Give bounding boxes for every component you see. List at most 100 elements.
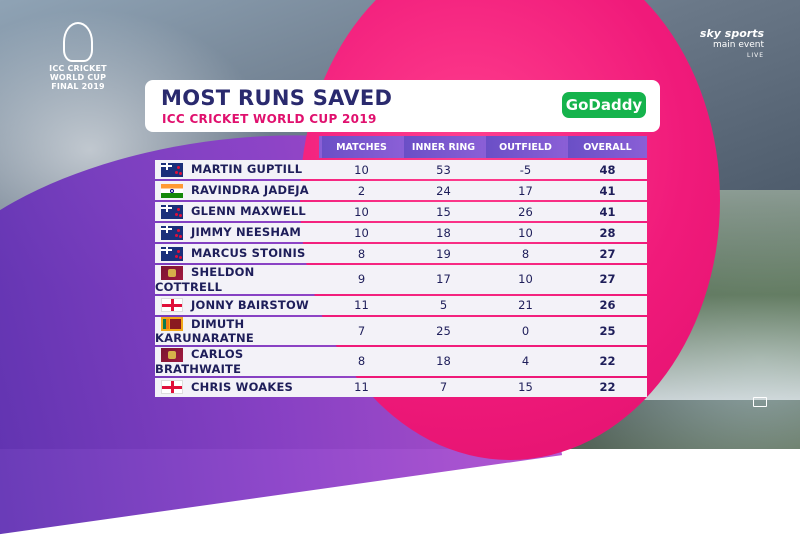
table-row: GLENN MAXWELL 10 15 26 41 [155, 202, 647, 221]
outfield-value: 17 [518, 183, 533, 198]
overall-value-cell: 48 [565, 160, 647, 179]
table-row: CARLOS BRATHWAITE 8 18 4 22 [155, 347, 647, 376]
new-zealand-flag-icon [161, 246, 183, 261]
player-name: JIMMY NEESHAM [191, 225, 301, 240]
player-name: GLENN MAXWELL [191, 204, 306, 219]
player-name: RAVINDRA JADEJA [191, 183, 309, 198]
outfield-value-cell: 4 [483, 347, 565, 376]
logo-line-1: ICC CRICKET [49, 64, 107, 73]
matches-value-cell: 10 [319, 202, 401, 221]
table-row: MARTIN GUPTILL 10 53 -5 48 [155, 160, 647, 179]
player-column-header [155, 136, 319, 158]
outfield-value: 8 [521, 246, 530, 261]
new-zealand-flag-icon [161, 204, 183, 219]
sri-lanka-flag-icon [161, 317, 183, 331]
overall-value-cell: 27 [565, 244, 647, 263]
logo-line-3: FINAL 2019 [51, 82, 105, 91]
outfield-value-cell: 0 [483, 316, 565, 345]
player-name: SHELDON COTTRELL [155, 265, 255, 294]
player-name: CARLOS BRATHWAITE [155, 347, 244, 376]
player-name: MARTIN GUPTILL [191, 162, 303, 177]
matches-value: 10 [354, 204, 369, 219]
inner-ring-value: 53 [436, 162, 451, 177]
table-row: SHELDON COTTRELL 9 17 10 27 [155, 265, 647, 294]
graphic-subtitle: ICC CRICKET WORLD CUP 2019 [162, 112, 377, 126]
inner-ring-value-cell: 15 [401, 202, 483, 221]
inner-ring-value: 18 [436, 354, 451, 369]
matches-value-cell: 7 [319, 316, 401, 345]
column-header-inner-ring: INNER RING [401, 136, 483, 158]
player-name-cell: CHRIS WOAKES [155, 377, 319, 397]
overall-value: 48 [599, 162, 616, 177]
player-name-cell: CARLOS BRATHWAITE [155, 347, 319, 376]
table-row: JIMMY NEESHAM 10 18 10 28 [155, 223, 647, 242]
overall-value: 41 [599, 204, 616, 219]
player-name: CHRIS WOAKES [191, 379, 293, 394]
india-flag-icon [161, 183, 183, 198]
inner-ring-value-cell: 18 [401, 223, 483, 242]
matches-value-cell: 8 [319, 347, 401, 376]
overall-value: 22 [599, 380, 616, 394]
table-row: MARCUS STOINIS 8 19 8 27 [155, 244, 647, 263]
outfield-value: 21 [518, 298, 533, 312]
matches-value-cell: 9 [319, 265, 401, 294]
overall-value-cell: 22 [565, 347, 647, 376]
new-zealand-flag-icon [161, 225, 183, 240]
column-header-matches: MATCHES [319, 136, 401, 158]
outfield-value-cell: 17 [483, 181, 565, 200]
player-name: DIMUTH KARUNARATNE [155, 316, 254, 346]
inner-ring-value-cell: 53 [401, 160, 483, 179]
outfield-value: 4 [521, 354, 530, 369]
matches-value-cell: 11 [319, 377, 401, 397]
player-name-cell: RAVINDRA JADEJA [155, 181, 319, 200]
matches-value-cell: 10 [319, 160, 401, 179]
overall-value: 27 [599, 246, 616, 261]
sponsor-logo: GoDaddy [562, 92, 646, 118]
matches-value-cell: 2 [319, 181, 401, 200]
column-header-outfield: OUTFIELD [483, 136, 565, 158]
graphic-header: MOST RUNS SAVED ICC CRICKET WORLD CUP 20… [145, 80, 660, 132]
inner-ring-value-cell: 18 [401, 347, 483, 376]
overall-value: 22 [599, 354, 616, 369]
table-row: RAVINDRA JADEJA 2 24 17 41 [155, 181, 647, 200]
inner-ring-value-cell: 17 [401, 265, 483, 294]
inner-ring-value: 19 [436, 246, 451, 261]
overall-value-cell: 41 [565, 202, 647, 221]
inner-ring-value-cell: 24 [401, 181, 483, 200]
player-name-cell: JONNY BAIRSTOW [155, 295, 319, 315]
outfield-value-cell: 21 [483, 295, 565, 315]
channel-subname: main event [713, 40, 764, 50]
inner-ring-value-cell: 19 [401, 244, 483, 263]
table-row: JONNY BAIRSTOW 11 5 21 26 [155, 295, 647, 315]
overall-value-cell: 26 [565, 295, 647, 315]
inner-ring-value-cell: 25 [401, 316, 483, 345]
outfield-value-cell: -5 [483, 160, 565, 179]
inner-ring-value: 18 [436, 225, 451, 240]
matches-value: 10 [354, 225, 369, 240]
england-flag-icon [161, 298, 183, 313]
overall-value: 27 [599, 272, 616, 287]
england-flag-icon [161, 380, 183, 395]
overall-value-cell: 41 [565, 181, 647, 200]
inner-ring-value: 17 [436, 272, 451, 287]
stats-table: MATCHES INNER RING OUTFIELD OVERALL MART… [155, 134, 647, 399]
player-name-cell: SHELDON COTTRELL [155, 265, 319, 294]
overall-value-cell: 27 [565, 265, 647, 294]
player-name-cell: MARCUS STOINIS [155, 244, 319, 263]
outfield-value-cell: 26 [483, 202, 565, 221]
overall-value-cell: 25 [565, 316, 647, 345]
world-cup-logo: ICC CRICKET WORLD CUP FINAL 2019 [48, 22, 108, 102]
logo-line-2: WORLD CUP [49, 73, 107, 82]
overall-value: 41 [599, 183, 616, 198]
table-header-row: MATCHES INNER RING OUTFIELD OVERALL [155, 136, 647, 158]
overall-value: 28 [599, 225, 616, 240]
table-row: DIMUTH KARUNARATNE 7 25 0 25 [155, 316, 647, 346]
matches-value: 9 [357, 272, 366, 287]
matches-value: 11 [354, 380, 369, 394]
inner-ring-value: 24 [436, 183, 451, 198]
player-name-cell: MARTIN GUPTILL [155, 160, 319, 179]
matches-value: 7 [357, 323, 366, 338]
matches-value-cell: 11 [319, 295, 401, 315]
live-badge: LIVE [746, 52, 764, 59]
graphic-title: MOST RUNS SAVED [161, 86, 393, 110]
